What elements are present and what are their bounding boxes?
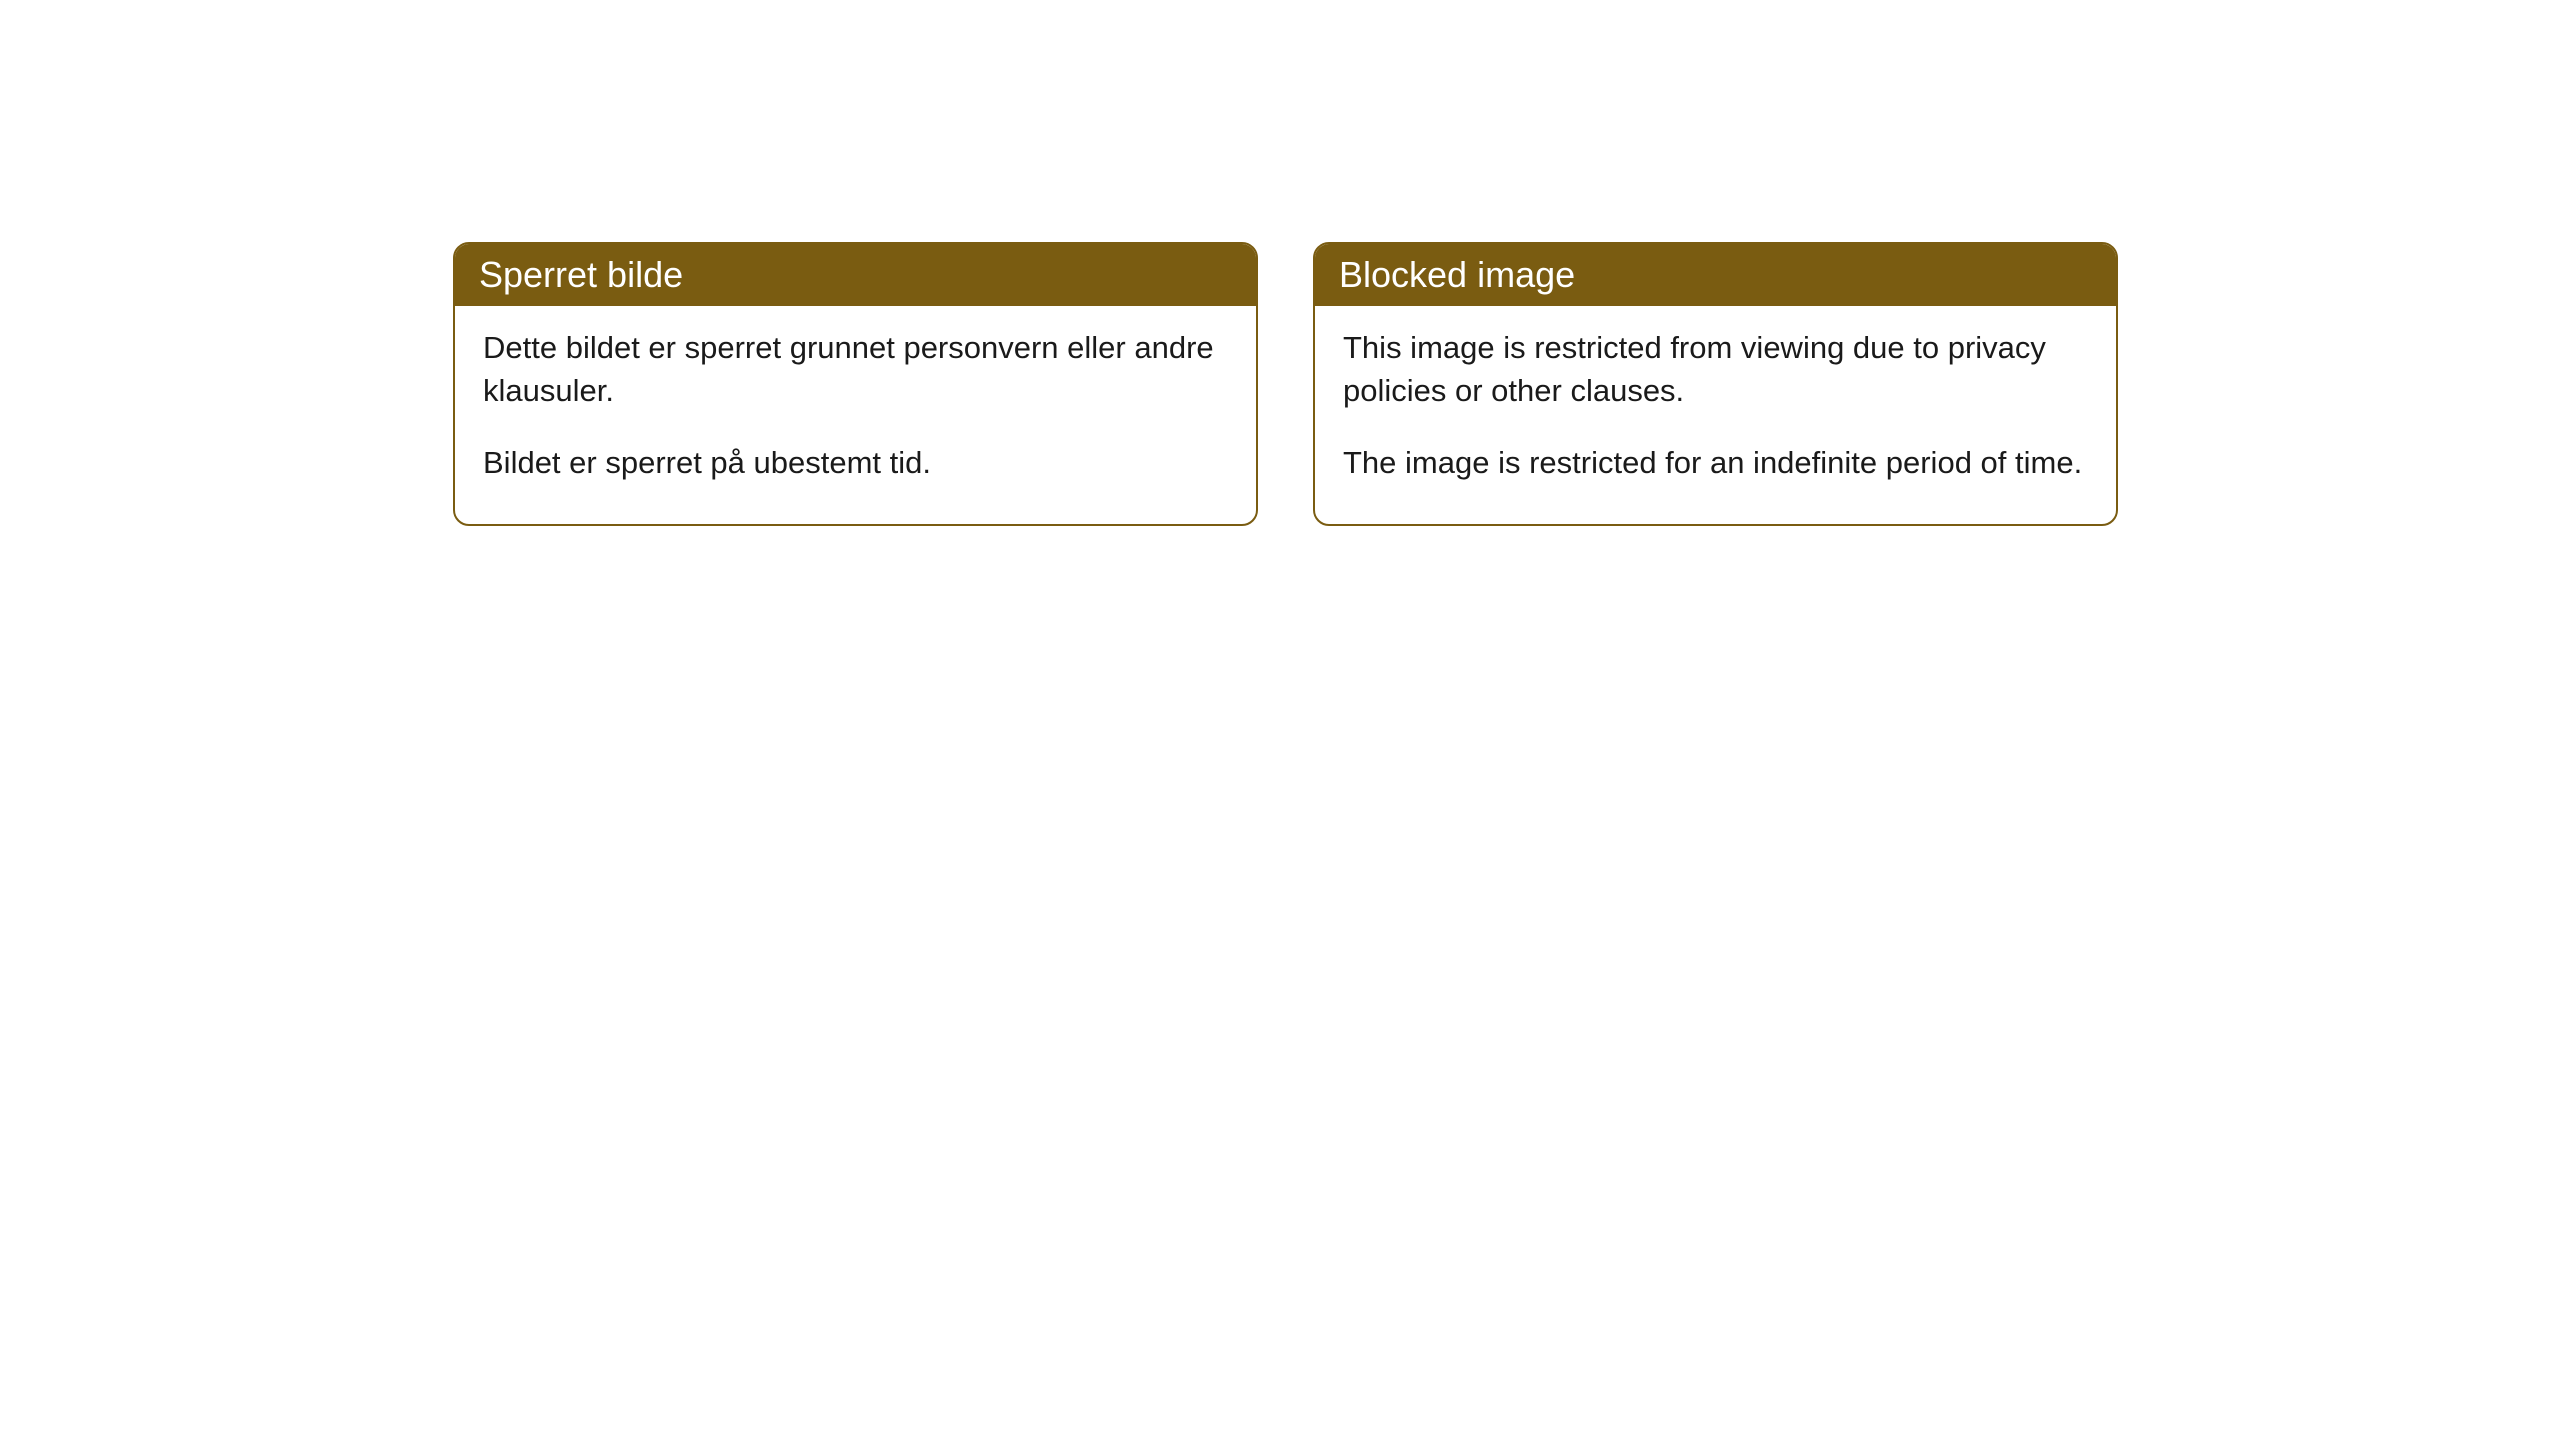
card-body: Dette bildet er sperret grunnet personve…	[455, 306, 1256, 524]
notice-cards-container: Sperret bilde Dette bildet er sperret gr…	[453, 242, 2118, 526]
card-paragraph: Bildet er sperret på ubestemt tid.	[483, 441, 1228, 484]
card-body: This image is restricted from viewing du…	[1315, 306, 2116, 524]
card-header: Sperret bilde	[455, 244, 1256, 306]
notice-card-norwegian: Sperret bilde Dette bildet er sperret gr…	[453, 242, 1258, 526]
card-title: Blocked image	[1339, 254, 1575, 295]
card-title: Sperret bilde	[479, 254, 683, 295]
notice-card-english: Blocked image This image is restricted f…	[1313, 242, 2118, 526]
card-paragraph: Dette bildet er sperret grunnet personve…	[483, 326, 1228, 413]
card-header: Blocked image	[1315, 244, 2116, 306]
card-paragraph: This image is restricted from viewing du…	[1343, 326, 2088, 413]
card-paragraph: The image is restricted for an indefinit…	[1343, 441, 2088, 484]
